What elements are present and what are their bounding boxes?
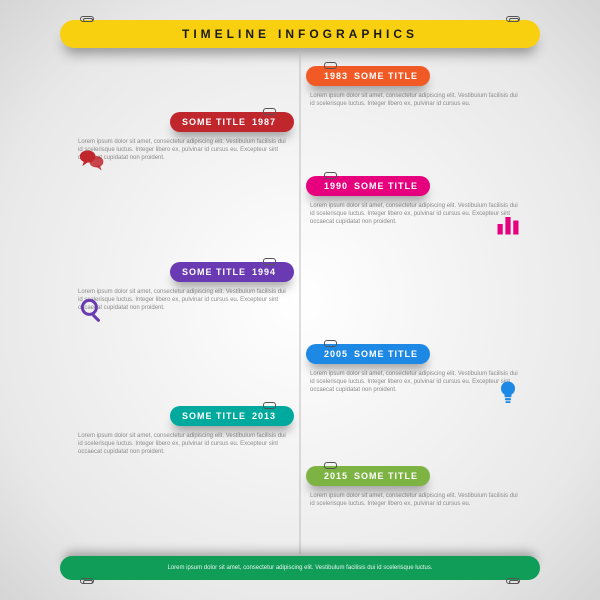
header-word-1: TIMELINE bbox=[182, 27, 270, 41]
timeline-spine bbox=[300, 50, 301, 554]
header-word-2: INFOGRAPHICS bbox=[278, 27, 418, 41]
entry-year: 2013 bbox=[252, 411, 276, 421]
entry-title: SOME TITLE bbox=[354, 471, 418, 481]
paperclip-icon bbox=[506, 578, 520, 584]
header-banner: TIMELINE INFOGRAPHICS bbox=[60, 20, 540, 48]
timeline-entry: 1994 SOME TITLE Lorem ipsum dolor sit amet… bbox=[74, 262, 294, 312]
speech-icon bbox=[78, 146, 106, 174]
entry-tag: 1990 SOME TITLE bbox=[306, 176, 430, 196]
entry-tag: 2005 SOME TITLE bbox=[306, 344, 430, 364]
entry-tag: 2013 SOME TITLE bbox=[170, 406, 294, 426]
paperclip-icon bbox=[80, 578, 94, 584]
entry-tag: 1983 SOME TITLE bbox=[306, 66, 430, 86]
entry-body-text: Lorem ipsum dolor sit amet, consectetur … bbox=[74, 432, 294, 456]
entry-body-text: Lorem ipsum dolor sit amet, consectetur … bbox=[74, 138, 294, 162]
paperclip-icon bbox=[80, 16, 94, 22]
entry-title: SOME TITLE bbox=[182, 117, 246, 127]
entry-tag: 1987 SOME TITLE bbox=[170, 112, 294, 132]
entry-body-text: Lorem ipsum dolor sit amet, consectetur … bbox=[306, 202, 526, 226]
paperclip-icon bbox=[506, 16, 520, 22]
entry-year: 2005 bbox=[324, 349, 348, 359]
entry-tag: 2015 SOME TITLE bbox=[306, 466, 430, 486]
magnifier-icon bbox=[78, 296, 106, 324]
bars-icon bbox=[494, 210, 522, 238]
timeline-entry: 2005 SOME TITLE Lorem ipsum dolor sit amet… bbox=[306, 344, 526, 394]
entry-title: SOME TITLE bbox=[354, 181, 418, 191]
bar-chart-icon bbox=[494, 210, 522, 238]
entry-year: 1990 bbox=[324, 181, 348, 191]
entry-body-text: Lorem ipsum dolor sit amet, consectetur … bbox=[306, 370, 526, 394]
timeline-entry: 1987 SOME TITLE Lorem ipsum dolor sit amet… bbox=[74, 112, 294, 162]
entry-body-text: Lorem ipsum dolor sit amet, consectetur … bbox=[74, 288, 294, 312]
timeline-entry: 2015 SOME TITLE Lorem ipsum dolor sit amet… bbox=[306, 466, 526, 508]
footer-banner: Lorem ipsum dolor sit amet, consectetur … bbox=[60, 556, 540, 580]
entry-tag: 1994 SOME TITLE bbox=[170, 262, 294, 282]
lightbulb-icon bbox=[494, 378, 522, 406]
entry-title: SOME TITLE bbox=[182, 267, 246, 277]
footer-text: Lorem ipsum dolor sit amet, consectetur … bbox=[167, 565, 432, 571]
entry-title: SOME TITLE bbox=[354, 349, 418, 359]
entry-year: 1983 bbox=[324, 71, 348, 81]
bulb-icon bbox=[494, 378, 522, 406]
timeline-entry: 1990 SOME TITLE Lorem ipsum dolor sit amet… bbox=[306, 176, 526, 226]
magnifier-icon bbox=[78, 296, 106, 324]
entry-title: SOME TITLE bbox=[182, 411, 246, 421]
entry-title: SOME TITLE bbox=[354, 71, 418, 81]
entry-year: 1994 bbox=[252, 267, 276, 277]
speech-bubbles-icon bbox=[78, 146, 106, 174]
entry-year: 1987 bbox=[252, 117, 276, 127]
entry-year: 2015 bbox=[324, 471, 348, 481]
timeline-entry: 1983 SOME TITLE Lorem ipsum dolor sit amet… bbox=[306, 66, 526, 108]
entry-body-text: Lorem ipsum dolor sit amet, consectetur … bbox=[306, 492, 526, 508]
timeline-entry: 2013 SOME TITLE Lorem ipsum dolor sit amet… bbox=[74, 406, 294, 456]
entry-body-text: Lorem ipsum dolor sit amet, consectetur … bbox=[306, 92, 526, 108]
